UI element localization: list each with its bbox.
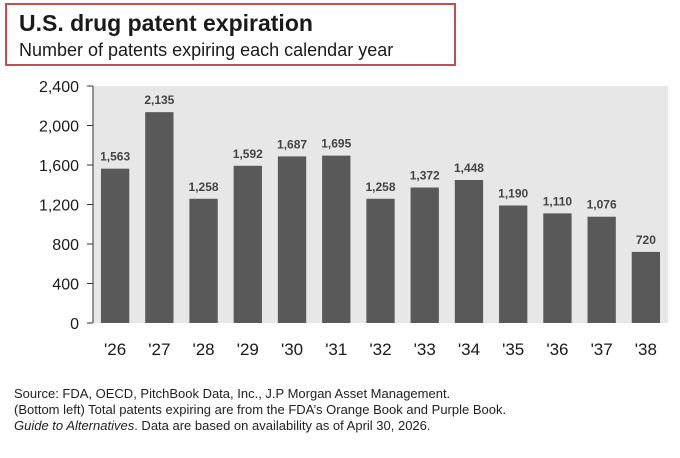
bar <box>454 180 484 323</box>
footnote-source: Source: FDA, OECD, PitchBook Data, Inc.,… <box>14 386 451 401</box>
x-axis: '26 '27 '28 '29 '30 '31 '32 '33 '34 '35 '36 '37 '38 <box>104 340 657 359</box>
footnote: Source: FDA, OECD, PitchBook Data, Inc.,… <box>14 386 674 434</box>
x-tick-label: '29 <box>237 340 259 359</box>
x-tick-label: '37 <box>591 340 613 359</box>
y-tick-label: 400 <box>52 277 79 294</box>
x-tick-label: '26 <box>104 340 126 359</box>
y-tick-label: 1,200 <box>39 198 79 215</box>
footnote-note: (Bottom left) Total patents expiring are… <box>14 402 507 417</box>
y-tick-label: 0 <box>70 316 79 333</box>
bar <box>410 187 439 323</box>
bar <box>499 205 528 323</box>
data-labels: 1,563 2,135 1,258 1,592 1,687 1,695 1,258 1,372… <box>100 93 656 247</box>
footnote-availability-text: . Data are based on availability as of A… <box>134 418 431 433</box>
data-label: 2,135 <box>144 93 174 107</box>
data-label: 1,563 <box>100 150 130 164</box>
data-label: 1,190 <box>498 186 528 200</box>
data-label: 1,448 <box>454 161 484 175</box>
x-tick-label: '30 <box>281 340 303 359</box>
x-tick-label: '34 <box>458 340 480 359</box>
x-tick-label: '31 <box>325 340 347 359</box>
bar <box>277 156 307 323</box>
bar <box>366 198 395 323</box>
data-label: 1,258 <box>365 180 395 194</box>
bars <box>100 112 661 323</box>
data-label: 1,592 <box>233 147 263 161</box>
x-tick-label: '36 <box>546 340 568 359</box>
x-tick-label: '38 <box>635 340 657 359</box>
data-label: 1,258 <box>189 180 219 194</box>
data-label: 1,076 <box>587 198 617 212</box>
data-label: 1,695 <box>321 137 351 151</box>
footnote-availability: Guide to Alternatives. Data are based on… <box>14 418 674 434</box>
y-tick-label: 2,000 <box>39 119 79 136</box>
data-label: 1,372 <box>410 169 440 183</box>
y-axis: 0 400 800 1,200 1,600 2,000 2,400 <box>39 79 94 333</box>
bar <box>322 155 351 323</box>
y-tick-label: 2,400 <box>39 79 79 96</box>
bar <box>145 112 174 323</box>
bar <box>233 165 262 323</box>
x-tick-label: '33 <box>414 340 436 359</box>
bar <box>100 168 130 323</box>
x-tick-label: '27 <box>148 340 170 359</box>
data-label: 720 <box>636 233 656 247</box>
bar <box>189 198 218 323</box>
y-tick-label: 800 <box>52 237 79 254</box>
y-tick-label: 1,600 <box>39 158 79 175</box>
chart-title: U.S. drug patent expiration <box>19 10 313 36</box>
bar <box>631 251 661 323</box>
x-tick-label: '35 <box>502 340 524 359</box>
data-label: 1,110 <box>543 194 573 208</box>
title-box: U.S. drug patent expiration Number of pa… <box>5 3 456 66</box>
x-tick-label: '28 <box>192 340 214 359</box>
footnote-guide-title: Guide to Alternatives <box>14 418 135 433</box>
data-label: 1,687 <box>277 137 307 151</box>
bar <box>543 213 572 323</box>
x-tick-label: '32 <box>369 340 391 359</box>
bar <box>587 216 616 323</box>
chart-subtitle: Number of patents expiring each calendar… <box>19 40 394 60</box>
